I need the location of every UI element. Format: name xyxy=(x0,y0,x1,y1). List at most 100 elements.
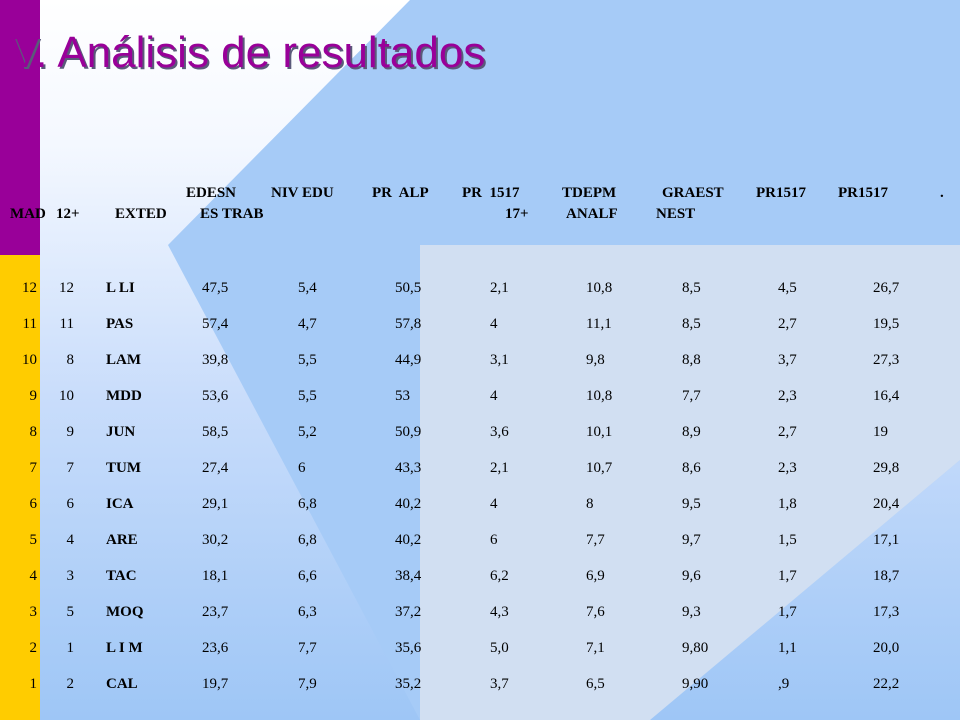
header-niv-edu: NIV EDU xyxy=(271,185,334,201)
cell-name: MDD xyxy=(106,388,142,404)
cell-pr1517: 6 xyxy=(490,532,498,548)
cell-pr1517: 3,6 xyxy=(490,424,509,440)
cell-pr1517-b: 2,3 xyxy=(778,388,797,404)
table-row: 7 7 TUM 27,4 6 43,3 2,1 10,7 8,6 2,3 29,… xyxy=(0,456,960,480)
header-exted: EXTED xyxy=(115,206,167,222)
cell-pr1517-b: 3,7 xyxy=(778,352,797,368)
cell-name: TAC xyxy=(106,568,137,584)
cell-pr1517: 4 xyxy=(490,388,498,404)
header-tdepm: TDEPM xyxy=(562,185,617,201)
cell-graest: 9,7 xyxy=(682,532,701,548)
cell-rank-b: 12 xyxy=(59,280,74,296)
cell-name: L I M xyxy=(106,640,143,656)
cell-rank-a: 6 xyxy=(29,496,38,512)
table-row: 1 2 CAL 19,7 7,9 35,2 3,7 6,5 9,90 ,9 22… xyxy=(0,672,960,696)
cell-pralp: 35,2 xyxy=(395,676,422,692)
cell-graest: 9,3 xyxy=(682,604,701,620)
cell-edesn: 27,4 xyxy=(202,460,229,476)
cell-pr1517-c: 27,3 xyxy=(873,352,900,368)
cell-pr1517-c: 17,1 xyxy=(873,532,900,548)
cell-pr1517-c: 16,4 xyxy=(873,388,900,404)
cell-pralp: 38,4 xyxy=(395,568,422,584)
cell-name: JUN xyxy=(106,424,136,440)
cell-nivedu: 5,5 xyxy=(298,352,317,368)
cell-graest: 9,6 xyxy=(682,568,701,584)
table-row: 5 4 ARE 30,2 6,8 40,2 6 7,7 9,7 1,5 17,1 xyxy=(0,528,960,552)
header-analf: ANALF xyxy=(566,206,618,222)
cell-tdepm: 10,8 xyxy=(586,280,613,296)
table-row: 3 5 MOQ 23,7 6,3 37,2 4,3 7,6 9,3 1,7 17… xyxy=(0,600,960,624)
side-bar-purple xyxy=(0,0,40,255)
table-row: 10 8 LAM 39,8 5,5 44,9 3,1 9,8 8,8 3,7 2… xyxy=(0,348,960,372)
cell-graest: 8,5 xyxy=(682,280,701,296)
table-row: 12 12 L LI 47,5 5,4 50,5 2,1 10,8 8,5 4,… xyxy=(0,276,960,300)
cell-pr1517-c: 26,7 xyxy=(873,280,900,296)
cell-pr1517-b: 2,7 xyxy=(778,424,797,440)
cell-pralp: 53 xyxy=(395,388,410,404)
cell-name: L LI xyxy=(106,280,135,296)
cell-name: CAL xyxy=(106,676,138,692)
cell-name: TUM xyxy=(106,460,141,476)
cell-pr1517: 5,0 xyxy=(490,640,509,656)
table-row: 6 6 ICA 29,1 6,8 40,2 4 8 9,5 1,8 20,4 xyxy=(0,492,960,516)
cell-nivedu: 4,7 xyxy=(298,316,317,332)
cell-tdepm: 10,1 xyxy=(586,424,613,440)
cell-pralp: 40,2 xyxy=(395,496,422,512)
cell-rank-b: 3 xyxy=(66,568,75,584)
cell-rank-a: 7 xyxy=(29,460,38,476)
cell-pralp: 50,5 xyxy=(395,280,422,296)
cell-pr1517-c: 29,8 xyxy=(873,460,900,476)
cell-pr1517: 3,1 xyxy=(490,352,509,368)
cell-edesn: 30,2 xyxy=(202,532,229,548)
cell-pr1517-b: 1,5 xyxy=(778,532,797,548)
cell-graest: 8,8 xyxy=(682,352,701,368)
header-graest: GRAEST xyxy=(662,185,724,201)
cell-nivedu: 6 xyxy=(298,460,306,476)
cell-pr1517-c: 19,5 xyxy=(873,316,900,332)
cell-pr1517-b: 1,8 xyxy=(778,496,797,512)
side-bar-yellow xyxy=(0,255,40,720)
cell-pr1517-b: 4,5 xyxy=(778,280,797,296)
cell-pr1517-c: 20,4 xyxy=(873,496,900,512)
cell-tdepm: 11,1 xyxy=(586,316,612,332)
cell-pr1517: 6,2 xyxy=(490,568,509,584)
cell-pr1517: 4,3 xyxy=(490,604,509,620)
cell-graest: 8,9 xyxy=(682,424,701,440)
cell-tdepm: 7,7 xyxy=(586,532,605,548)
cell-pr1517-b: 2,7 xyxy=(778,316,797,332)
cell-name: LAM xyxy=(106,352,141,368)
header-dot: . xyxy=(940,185,944,201)
cell-pr1517-b: 1,1 xyxy=(778,640,797,656)
cell-name: PAS xyxy=(106,316,134,332)
cell-edesn: 19,7 xyxy=(202,676,229,692)
header-mad: MAD xyxy=(10,206,46,222)
header-17plus: 17+ xyxy=(505,206,529,222)
slide-title: V. Análisis de resultados xyxy=(10,28,486,77)
cell-pr1517-b: ,9 xyxy=(778,676,790,692)
cell-pr1517: 2,1 xyxy=(490,460,509,476)
cell-edesn: 29,1 xyxy=(202,496,229,512)
cell-pralp: 37,2 xyxy=(395,604,422,620)
cell-pralp: 43,3 xyxy=(395,460,422,476)
cell-tdepm: 9,8 xyxy=(586,352,605,368)
cell-edesn: 53,6 xyxy=(202,388,229,404)
table-row: 2 1 L I M 23,6 7,7 35,6 5,0 7,1 9,80 1,1… xyxy=(0,636,960,660)
cell-pr1517-b: 1,7 xyxy=(778,568,797,584)
cell-rank-a: 4 xyxy=(29,568,38,584)
cell-pr1517-c: 19 xyxy=(873,424,888,440)
cell-nivedu: 5,5 xyxy=(298,388,317,404)
cell-tdepm: 10,7 xyxy=(586,460,613,476)
table-row: 4 3 TAC 18,1 6,6 38,4 6,2 6,9 9,6 1,7 18… xyxy=(0,564,960,588)
cell-rank-b: 9 xyxy=(66,424,75,440)
cell-pr1517-b: 2,3 xyxy=(778,460,797,476)
header-pr1517-b: PR1517 xyxy=(756,185,806,201)
cell-pralp: 35,6 xyxy=(395,640,422,656)
cell-pralp: 44,9 xyxy=(395,352,422,368)
cell-tdepm: 6,5 xyxy=(586,676,605,692)
cell-pr1517: 2,1 xyxy=(490,280,509,296)
cell-pr1517-c: 18,7 xyxy=(873,568,900,584)
cell-rank-b: 4 xyxy=(66,532,75,548)
cell-pr1517: 3,7 xyxy=(490,676,509,692)
cell-name: ICA xyxy=(106,496,134,512)
